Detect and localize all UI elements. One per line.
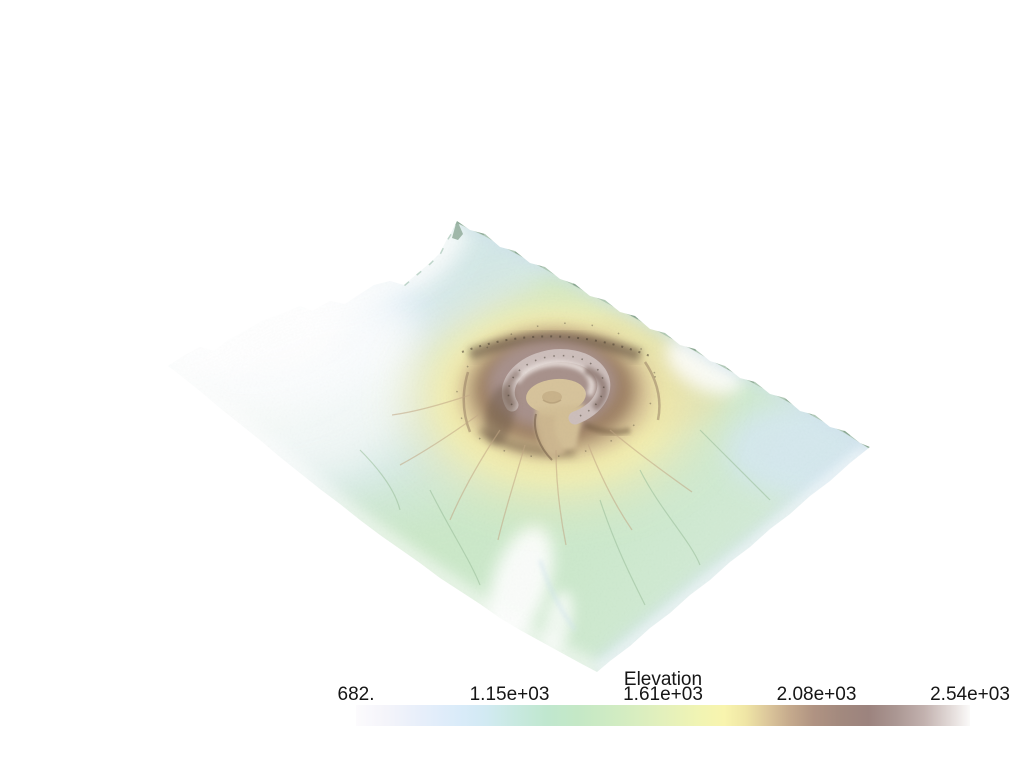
colorbar-tick-label: 2.54e+03: [930, 684, 1010, 705]
colorbar-tick-label: 1.61e+03: [623, 684, 703, 705]
colorbar-tick-label: 1.15e+03: [469, 684, 550, 705]
colorbar-tick-label: 682.: [337, 684, 375, 705]
colorbar-title: Elevation: [623, 669, 703, 690]
colorbar-tick-label: 2.08e+03: [776, 684, 857, 705]
colorbar-tick-labels: 682. 1.15e+03 1.61e+03 2.08e+03 2.54e+03: [338, 684, 1010, 705]
terrain-mesh: [168, 221, 870, 672]
colorbar-gradient: [356, 705, 970, 726]
